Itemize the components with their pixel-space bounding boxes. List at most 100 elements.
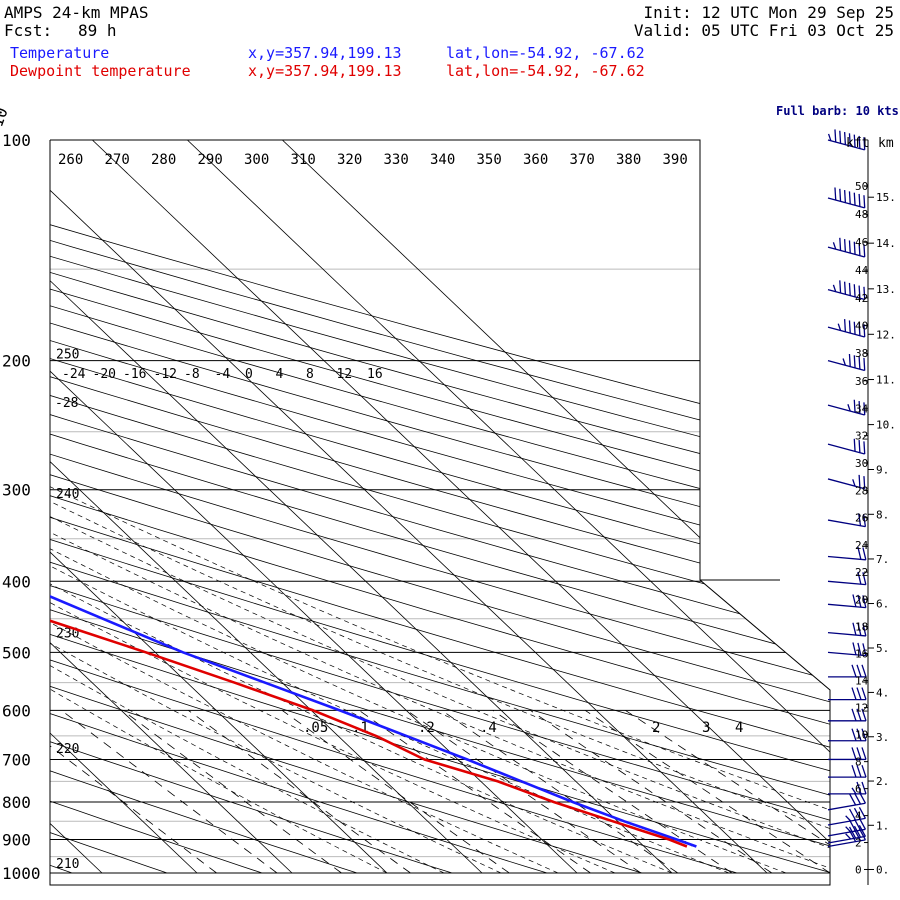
moist-adiabat-18 [50, 140, 830, 874]
dry-adiabat-260 [50, 140, 548, 874]
dry-adiabat-400 [50, 140, 830, 874]
pressure-tick-100: 100 [2, 131, 31, 150]
isotherm-20 [92, 140, 830, 874]
pressure-tick-500: 500 [2, 643, 31, 662]
moist-adiabat-12 [50, 140, 787, 874]
wind-barb-feather-3-5 [839, 280, 842, 294]
kft-tick-34: 34 [855, 402, 869, 415]
theta-e-label--20: -20 [93, 367, 116, 382]
wind-barb-feather-0-1 [858, 135, 861, 149]
dry-adiabat-360 [50, 140, 830, 874]
wind-barb-staff-5 [827, 360, 865, 372]
wind-barb-feather-11-0 [862, 572, 867, 585]
wind-barb-19 [828, 747, 867, 761]
series-line-1 [50, 140, 688, 848]
kft-tick-4: 4 [855, 810, 862, 823]
moist-adiabat-30 [50, 140, 830, 874]
wind-barb-16 [828, 687, 867, 701]
wind-barb-feather-17-2 [851, 708, 857, 722]
wind-barb-15 [828, 664, 867, 678]
kft-tick-16: 16 [855, 647, 868, 660]
wind-barb-staff-4 [827, 326, 865, 338]
theta-e-label-12: 12 [337, 367, 353, 382]
wind-barb-feather-18-2 [851, 728, 857, 741]
dry-adiabat-280 [50, 140, 738, 874]
wind-barbs: Full barb: 10 kts [776, 104, 899, 848]
wind-barb-feather-1-6 [834, 187, 837, 201]
wind-barb-feather-6-3 [847, 404, 851, 412]
wind-barb-feather-21-1 [856, 781, 862, 795]
wind-barb-feather-2-1 [858, 242, 861, 256]
wind-barb-feather-16-1 [856, 687, 862, 700]
chart-header: AMPS 24-km MPAS Init: 12 UTC Mon 29 Sep … [0, 0, 900, 90]
wind-barb-feather-5-1 [858, 356, 861, 370]
wind-barb-13 [827, 622, 867, 637]
wind-barb-feather-25-2 [848, 826, 857, 839]
km-tick-9: 9. [876, 464, 889, 477]
wind-barb-feather-14-1 [857, 642, 862, 656]
wind-barb-feather-5-4 [842, 358, 847, 366]
km-tick-11: 11. [876, 374, 896, 387]
series-line-0 [50, 140, 697, 848]
wind-barb-feather-3-1 [858, 285, 861, 299]
dry-adiabat-270 [50, 140, 643, 874]
wind-barb-staff-7 [827, 443, 865, 455]
wind-barb-feather-10-0 [862, 547, 867, 560]
isotherm--50 [50, 140, 198, 874]
wind-barb-feather-0-4 [843, 131, 847, 145]
wind-barb-staff-8 [827, 478, 865, 490]
km-tick-0: 0. [876, 863, 889, 876]
wind-barb-12 [827, 594, 867, 609]
wind-barb-feather-4-0 [863, 324, 866, 337]
theta-left-label-210: 210 [56, 857, 79, 872]
km-header: km [878, 136, 894, 151]
forecast-hours: 89 h [78, 21, 117, 40]
wind-barb-7 [827, 438, 866, 455]
km-tick-8: 8. [876, 508, 889, 521]
kft-tick-46: 46 [855, 236, 868, 249]
kft-tick-8: 8 [855, 756, 862, 769]
dry-adiabat-240 [50, 140, 358, 874]
wind-barb-feather-9-0 [862, 514, 867, 527]
moist-adiabat--18 [50, 140, 502, 874]
wind-barb-feather-4-2 [853, 321, 856, 335]
isotherm-30 [187, 140, 830, 874]
kft-tick-2: 2 [855, 837, 862, 850]
dry-adiabat-290 [50, 140, 830, 874]
wind-barb-feather-1-3 [848, 191, 851, 205]
wind-barb-feather-4-3 [848, 320, 851, 334]
wind-barb-8 [827, 474, 866, 490]
wind-barb-feather-2-5 [839, 237, 842, 251]
wind-barb-feather-9-1 [858, 513, 862, 526]
wind-barb-22 [827, 791, 866, 811]
legend-dewpoint-latlon: lat,lon=-54.92, -67.62 [446, 62, 645, 80]
km-tick-6: 6. [876, 598, 889, 611]
wind-barb-feather-25-1 [853, 825, 862, 838]
wind-barb-10 [827, 546, 867, 561]
wind-barb-feather-0-2 [853, 134, 856, 148]
mixing-ratio-line-9 [530, 710, 773, 874]
wind-barb-feather-7-0 [863, 441, 866, 455]
mixing-ratio-label-0: .05 [303, 720, 328, 736]
valid-time: Valid: 05 UTC Fri 03 Oct 25 [633, 21, 894, 40]
mixing-ratio-label-5: 3 [702, 720, 710, 736]
wind-barb-feather-12-2 [852, 594, 857, 607]
wind-barb-staff-6 [827, 404, 865, 416]
wind-barb-26 [827, 828, 866, 848]
isotherm--10 [50, 140, 578, 874]
theta-label-310: 310 [291, 152, 316, 168]
theta-e-label--4: -4 [215, 367, 231, 382]
wind-barb-staff-1 [827, 197, 865, 209]
wind-barb-feather-26-2 [848, 830, 857, 842]
theta-left-label-240: 240 [56, 487, 79, 502]
wind-barb-feather-21-0 [861, 781, 867, 795]
wind-barb-feather-5-3 [848, 353, 851, 367]
wind-barb-feather-3-2 [853, 284, 856, 297]
theta-label-300: 300 [244, 152, 269, 168]
legend-temperature: Temperature [10, 44, 110, 62]
theta-label-390: 390 [663, 152, 688, 168]
wind-barb-9 [827, 513, 867, 528]
dry-adiabat-390 [50, 140, 830, 874]
moist-adiabat-0 [50, 140, 673, 874]
wind-barb-feather-4-5 [837, 323, 842, 331]
